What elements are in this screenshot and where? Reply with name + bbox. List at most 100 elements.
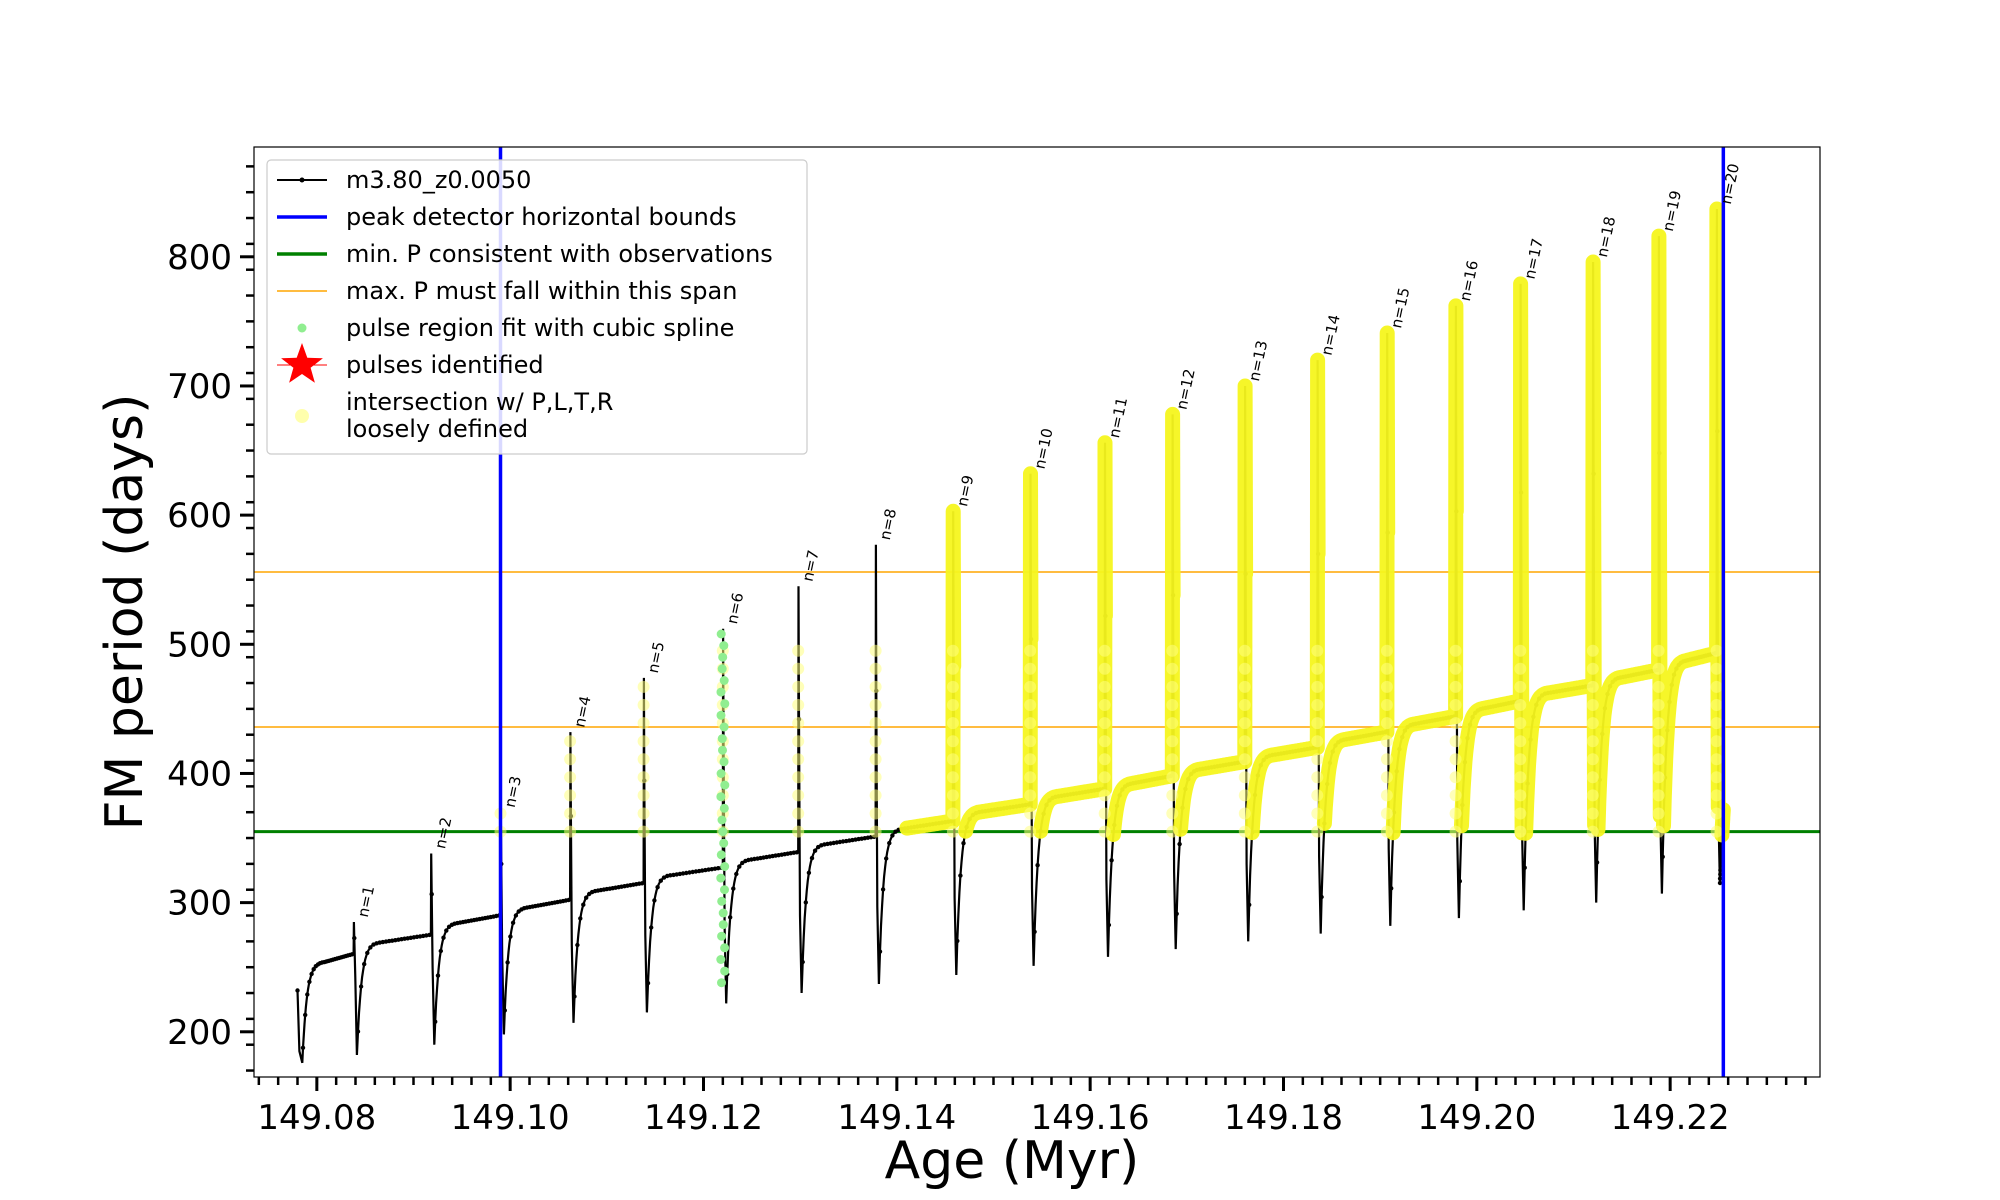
intersection-point (1449, 771, 1462, 784)
intersection-point (1238, 771, 1251, 784)
track-point (803, 900, 808, 905)
track-point (728, 915, 733, 920)
intersection-point (1710, 680, 1723, 693)
legend-swatch (297, 323, 307, 333)
intersection-point (1586, 789, 1599, 802)
intersection-point (1710, 825, 1723, 838)
track-point (1718, 867, 1723, 873)
spline-point (719, 757, 729, 767)
x-tick-label: 149.08 (257, 1098, 376, 1138)
track-point (880, 887, 886, 892)
intersection-point (1514, 789, 1527, 802)
intersection-point (1024, 662, 1037, 675)
track-point (362, 961, 367, 967)
intersection-point (869, 825, 882, 838)
intersection-point (869, 735, 882, 748)
intersection-point (637, 699, 650, 711)
track-point (716, 866, 721, 871)
intersection-point (1710, 699, 1723, 711)
intersection-point (869, 771, 882, 784)
spline-point (718, 908, 728, 918)
intersection-point (792, 717, 805, 730)
intersection-point (1652, 807, 1665, 820)
track-point (575, 942, 580, 948)
intersection-point (946, 771, 959, 784)
intersection-point (1380, 662, 1393, 675)
x-axis: 149.08 149.10 149.12 149.14 149.16 149.18 149.… (257, 1077, 1807, 1138)
spline-point (719, 803, 729, 813)
spline-point (716, 687, 726, 697)
track-point (505, 960, 510, 965)
track-point (655, 885, 660, 890)
intersection-point (1238, 680, 1251, 693)
intersection-point (1514, 699, 1527, 711)
y-axis: 200 300 400 500 600 700 800 (167, 165, 254, 1072)
intersection-point (1238, 735, 1251, 748)
intersection-point (1710, 789, 1723, 802)
track-point (645, 980, 651, 986)
legend-swatch-dot (299, 177, 305, 183)
y-tick-label: 200 (167, 1013, 232, 1053)
intersection-point (1380, 753, 1393, 766)
track-point (737, 864, 742, 869)
intersection-point (1311, 825, 1324, 838)
intersection-point (1166, 807, 1179, 820)
intersection-point (1024, 680, 1037, 693)
intersection-point (869, 753, 882, 766)
track-point (435, 973, 441, 978)
legend-box (266, 159, 808, 455)
track-point (1177, 841, 1182, 847)
spline-point (718, 827, 728, 837)
spline-point (720, 862, 730, 871)
intersection-point (1380, 680, 1393, 693)
intersection-point (637, 825, 650, 838)
track-point (508, 934, 513, 939)
intersection-point (1098, 789, 1111, 802)
spline-point (716, 955, 726, 964)
track-point (649, 925, 654, 930)
spline-point (719, 676, 729, 685)
intersection-point (1710, 771, 1723, 784)
intersection-point (1449, 807, 1462, 820)
intersection-point (869, 807, 882, 820)
intersection-point (792, 680, 805, 693)
intersection-point (1098, 662, 1111, 675)
track-point (513, 913, 519, 918)
intersection-point (1380, 771, 1393, 784)
intersection-point (1238, 662, 1251, 675)
intersection-point (1166, 699, 1179, 711)
track-point (581, 902, 586, 907)
track-point (877, 949, 883, 954)
intersection-point (1586, 807, 1599, 820)
intersection-point (1586, 771, 1599, 784)
spline-point (716, 850, 726, 860)
y-tick-label: 700 (167, 367, 232, 407)
legend-label: m3.80_z0.0050 (346, 166, 531, 194)
track-point (955, 938, 960, 944)
x-tick-label: 149.18 (1224, 1098, 1343, 1138)
intersection-point (1652, 644, 1665, 657)
intersection-point (1238, 789, 1251, 802)
spline-point (719, 641, 729, 651)
spline-point (720, 885, 729, 895)
intersection-point (1166, 753, 1179, 766)
intersection-point (1449, 699, 1462, 711)
spline-point (717, 815, 727, 825)
legend-label: loosely defined (346, 415, 528, 443)
intersection-point (1586, 680, 1599, 693)
intersection-point (792, 807, 805, 820)
intersection-point (1652, 699, 1665, 711)
spline-point (716, 629, 726, 639)
track-point (812, 848, 818, 853)
intersection-point (1024, 699, 1037, 711)
track-point (307, 979, 312, 984)
intersection-point (792, 644, 805, 657)
intersection-point (1380, 717, 1393, 730)
intersection-point (1238, 825, 1251, 838)
intersection-point (1710, 717, 1723, 730)
intersection-point (1449, 735, 1462, 748)
intersection-point (1024, 735, 1037, 748)
track-point (806, 870, 812, 875)
intersection-point (1449, 717, 1462, 730)
